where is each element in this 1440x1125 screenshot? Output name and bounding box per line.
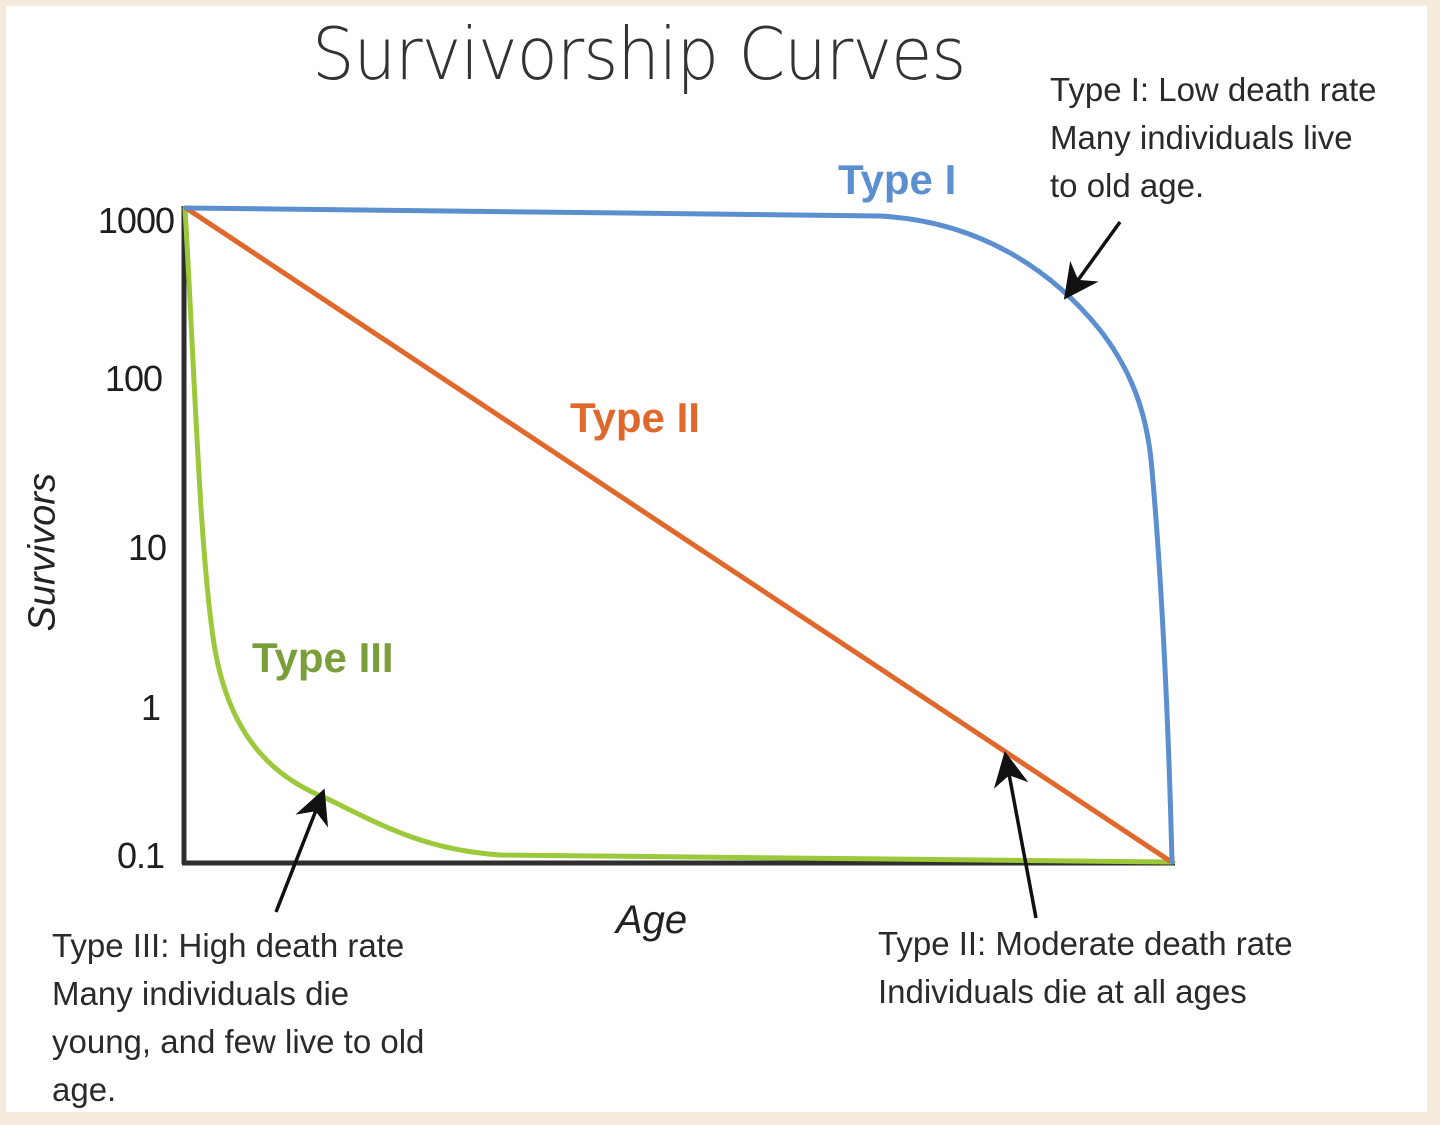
y-tick-100: 100 xyxy=(104,358,163,399)
annotation-type3-line4: age. xyxy=(52,1071,117,1108)
annotation-type3: Type III: High death rate Many individua… xyxy=(52,922,424,1114)
annotation-type3-line3: young, and few live to old xyxy=(52,1023,425,1060)
annotation-type3-line2: Many individuals die xyxy=(52,975,350,1012)
annotation-type1: Type I: Low death rate Many individuals … xyxy=(1050,66,1377,210)
y-tick-10: 10 xyxy=(127,527,167,568)
arrow-type1 xyxy=(1063,220,1122,300)
series-type1-curve xyxy=(183,205,1175,865)
series-type3-curve xyxy=(182,205,1176,865)
y-tick-0-1: 0.1 xyxy=(116,835,165,876)
series-label-type1: Type I xyxy=(838,156,957,203)
annotation-type1-line2: Many individuals live xyxy=(1050,119,1353,156)
series-label-type3: Type III xyxy=(252,634,394,681)
series-label-type2: Type II xyxy=(570,394,700,441)
x-axis-label: Age xyxy=(616,898,688,942)
axes xyxy=(181,206,1175,866)
arrow-type3 xyxy=(274,788,329,913)
annotation-type2-line2: Individuals die at all ages xyxy=(878,973,1247,1010)
chart-title: Survivorship Curves xyxy=(312,12,966,96)
y-axis-label: Survivors xyxy=(21,473,64,632)
annotation-type2: Type II: Moderate death rate Individuals… xyxy=(878,920,1293,1016)
annotation-type3-line1: Type III: High death rate xyxy=(52,927,405,964)
annotation-type1-line3: to old age. xyxy=(1050,167,1205,204)
y-tick-1: 1 xyxy=(140,687,161,728)
annotation-type1-line1: Type I: Low death rate xyxy=(1050,71,1377,108)
series-type2-line xyxy=(183,205,1173,864)
y-tick-1000: 1000 xyxy=(97,200,175,241)
annotation-type2-line1: Type II: Moderate death rate xyxy=(878,925,1293,962)
arrow-type2 xyxy=(993,751,1038,919)
